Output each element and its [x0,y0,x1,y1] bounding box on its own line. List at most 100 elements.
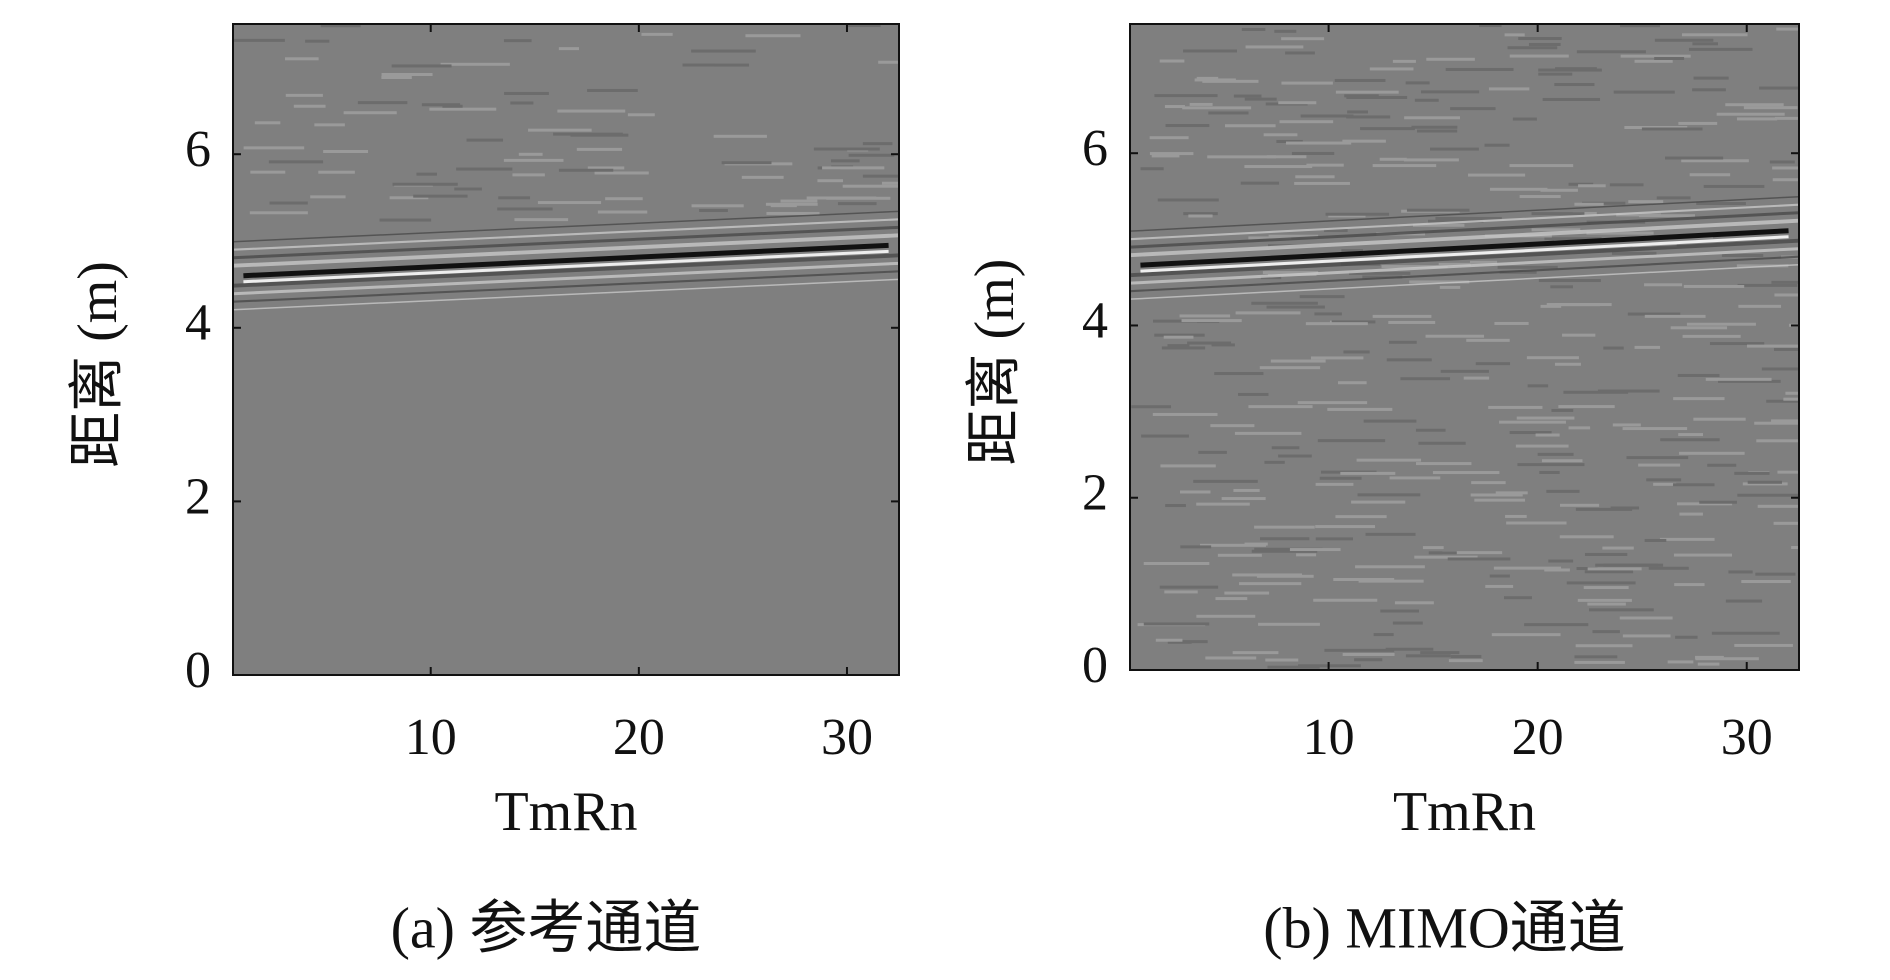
texture [1254,547,1323,551]
texture [1659,537,1715,541]
texture [627,113,655,117]
texture [1697,662,1720,666]
texture [817,179,844,183]
texture [597,210,648,214]
stripe [1130,238,1799,278]
texture [1546,489,1580,493]
texture [1360,127,1415,131]
texture [1152,412,1218,416]
texture [1639,214,1695,218]
texture [269,201,308,205]
texture [1673,483,1715,487]
texture [1254,525,1315,529]
texture [1518,37,1562,41]
texture [1519,195,1561,199]
texture [1554,83,1595,87]
texture [1654,57,1685,61]
texture [440,62,510,66]
texture [1554,362,1581,366]
texture [1279,120,1334,124]
texture [1538,72,1573,76]
y-tick-label: 0 [1082,637,1108,694]
texture [1392,59,1416,63]
texture [1575,507,1633,511]
texture [1612,423,1641,427]
texture [1445,67,1514,71]
stripe [233,233,899,268]
x-tick-label: 20 [613,709,665,766]
texture [1389,476,1441,480]
texture [699,209,728,213]
plot-background [1130,24,1799,670]
texture [1362,275,1403,279]
texture [1296,553,1317,557]
texture [268,160,324,164]
texture [1769,160,1795,164]
texture [1705,377,1772,381]
texture [1251,301,1318,305]
texture [1372,314,1432,318]
texture [1562,333,1596,337]
texture [587,88,638,92]
texture [1245,45,1304,49]
texture [1628,200,1664,204]
texture [862,142,893,146]
texture [713,134,767,138]
stripe [1130,263,1799,300]
texture [1198,450,1227,454]
texture [1683,284,1745,288]
texture [1344,94,1379,98]
texture [766,211,820,215]
texture [1418,441,1466,445]
texture [1688,47,1753,51]
texture [1380,609,1419,613]
texture [1178,640,1208,644]
texture [1180,490,1211,494]
texture [537,201,602,205]
texture [1369,67,1414,71]
texture [1248,405,1313,409]
texture [1673,553,1732,557]
texture [822,166,885,170]
texture [1582,201,1626,205]
texture [1504,33,1525,37]
texture [1493,566,1562,570]
texture [1340,471,1396,475]
texture [1335,90,1399,94]
texture [1681,159,1749,163]
stripe [233,225,899,260]
texture [1348,271,1411,275]
texture [1417,129,1458,133]
texture [1741,580,1791,584]
texture [1566,581,1636,585]
texture [1682,334,1741,338]
texture [1426,57,1475,61]
texture [343,111,397,115]
texture [1524,623,1589,627]
texture [1559,503,1600,507]
texture [1575,644,1633,648]
texture [1772,166,1799,170]
texture [1188,214,1213,218]
texture [553,132,623,136]
texture [1281,37,1325,41]
texture [1716,112,1785,116]
texture [1372,164,1437,168]
texture [1587,602,1626,606]
texture [1576,50,1646,54]
texture [1262,271,1319,275]
texture [1278,454,1312,458]
texture [1709,342,1765,346]
texture [1159,59,1185,63]
texture [1420,90,1480,94]
texture [1634,345,1661,349]
texture [1232,651,1279,655]
texture [1736,264,1789,268]
texture [1210,424,1255,428]
texture [1474,498,1526,502]
texture [1559,535,1614,539]
texture [1497,265,1558,269]
texture [1310,356,1364,360]
texture [1207,155,1276,159]
texture [1167,344,1190,348]
